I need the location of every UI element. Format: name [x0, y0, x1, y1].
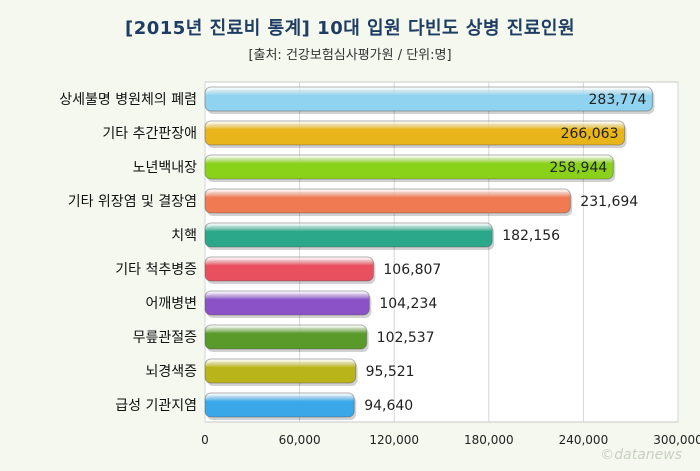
data-label: 266,063 — [561, 126, 619, 142]
x-tick-label: 240,000 — [559, 433, 609, 447]
x-tick-label: 60,000 — [279, 433, 321, 447]
category-label: 기타 추간판장애 — [102, 126, 197, 142]
category-label: 상세불명 병원체의 폐렴 — [59, 92, 197, 108]
data-label: 102,537 — [377, 330, 435, 346]
category-label: 치핵 — [171, 228, 197, 244]
data-label: 94,640 — [364, 398, 413, 414]
category-label: 급성 기관지염 — [115, 398, 197, 414]
chart-title: [2015년 진료비 통계] 10대 입원 다빈도 상병 진료인원 — [124, 18, 576, 39]
bar — [204, 392, 355, 418]
category-label: 어깨병변 — [145, 296, 197, 312]
x-tick-label: 300,000 — [653, 433, 700, 447]
bar — [204, 188, 571, 214]
data-label: 106,807 — [383, 262, 441, 278]
bar — [204, 358, 357, 384]
category-label: 기타 위장염 및 결장염 — [68, 194, 197, 210]
data-label: 258,944 — [549, 160, 607, 176]
data-label: 182,156 — [502, 228, 560, 244]
data-label: 95,521 — [366, 364, 415, 380]
bar — [204, 154, 614, 180]
bar — [204, 256, 374, 282]
x-tick-label: 0 — [201, 433, 209, 447]
data-label: 104,234 — [379, 296, 437, 312]
watermark: ©datanews — [600, 447, 682, 463]
bar — [204, 222, 493, 248]
bar — [204, 290, 370, 316]
chart-subtitle: [출처: 건강보험심사평가원 / 단위:명] — [248, 48, 452, 63]
category-label: 기타 척추병증 — [115, 262, 197, 278]
x-tick-label: 120,000 — [369, 433, 419, 447]
category-label: 무릎관절증 — [133, 330, 198, 346]
x-tick-label: 180,000 — [464, 433, 514, 447]
bar — [204, 86, 653, 112]
bar — [204, 120, 625, 146]
category-label: 노년백내장 — [133, 160, 198, 176]
data-label: 231,694 — [580, 194, 638, 210]
category-label: 뇌경색증 — [145, 364, 197, 380]
bar — [204, 324, 368, 350]
data-label: 283,774 — [589, 92, 647, 108]
